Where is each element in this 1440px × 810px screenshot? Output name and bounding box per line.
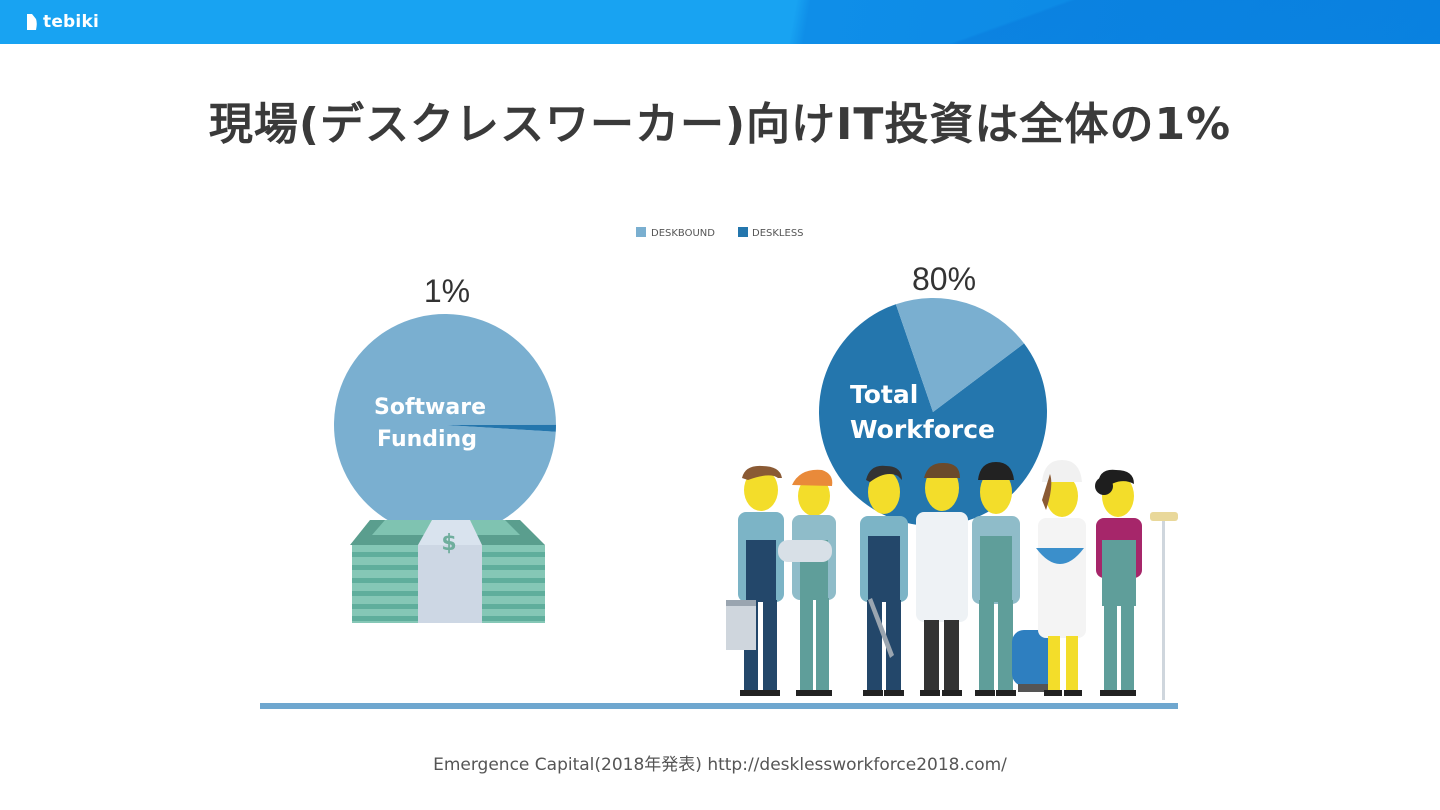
- legend: DESKBOUND DESKLESS: [636, 227, 804, 239]
- workers-group-icon: [726, 460, 1178, 700]
- brand-logo[interactable]: tebiki: [26, 9, 99, 35]
- pie-2-value-label: 80%: [912, 261, 976, 297]
- pie-1-center-label-line1: Software: [374, 395, 486, 420]
- header-bar: tebiki: [0, 0, 1440, 44]
- pie-1-value-label: 1%: [424, 273, 470, 309]
- legend-label-deskless: DESKLESS: [752, 228, 804, 239]
- pie-1-center-label-line2: Funding: [377, 427, 477, 452]
- ground-line: [260, 703, 1178, 709]
- pie-1-slice-deskless: [445, 424, 556, 432]
- svg-text:$: $: [441, 531, 456, 556]
- pie-2-slice-deskbound: [895, 298, 1025, 412]
- pie-chart-software-funding: [334, 314, 556, 537]
- legend-swatch-deskbound: [636, 227, 646, 237]
- header-stripe: [740, 0, 1440, 44]
- pie-1-slice-deskbound: [334, 314, 556, 537]
- slide-title: 現場(デスクレスワーカー)向けIT投資は全体の1%: [208, 99, 1232, 150]
- pie-2-center-label-line1: Total: [850, 380, 918, 409]
- dollar-bill-stack-icon: $: [350, 520, 545, 623]
- legend-label-deskbound: DESKBOUND: [651, 228, 715, 239]
- pie-2-center-label-line2: Workforce: [850, 415, 995, 444]
- tebiki-logo-icon: [27, 14, 37, 30]
- brand-name: tebiki: [43, 12, 99, 32]
- source-caption: Emergence Capital(2018年発表) http://deskle…: [433, 755, 1007, 775]
- legend-swatch-deskless: [738, 227, 748, 237]
